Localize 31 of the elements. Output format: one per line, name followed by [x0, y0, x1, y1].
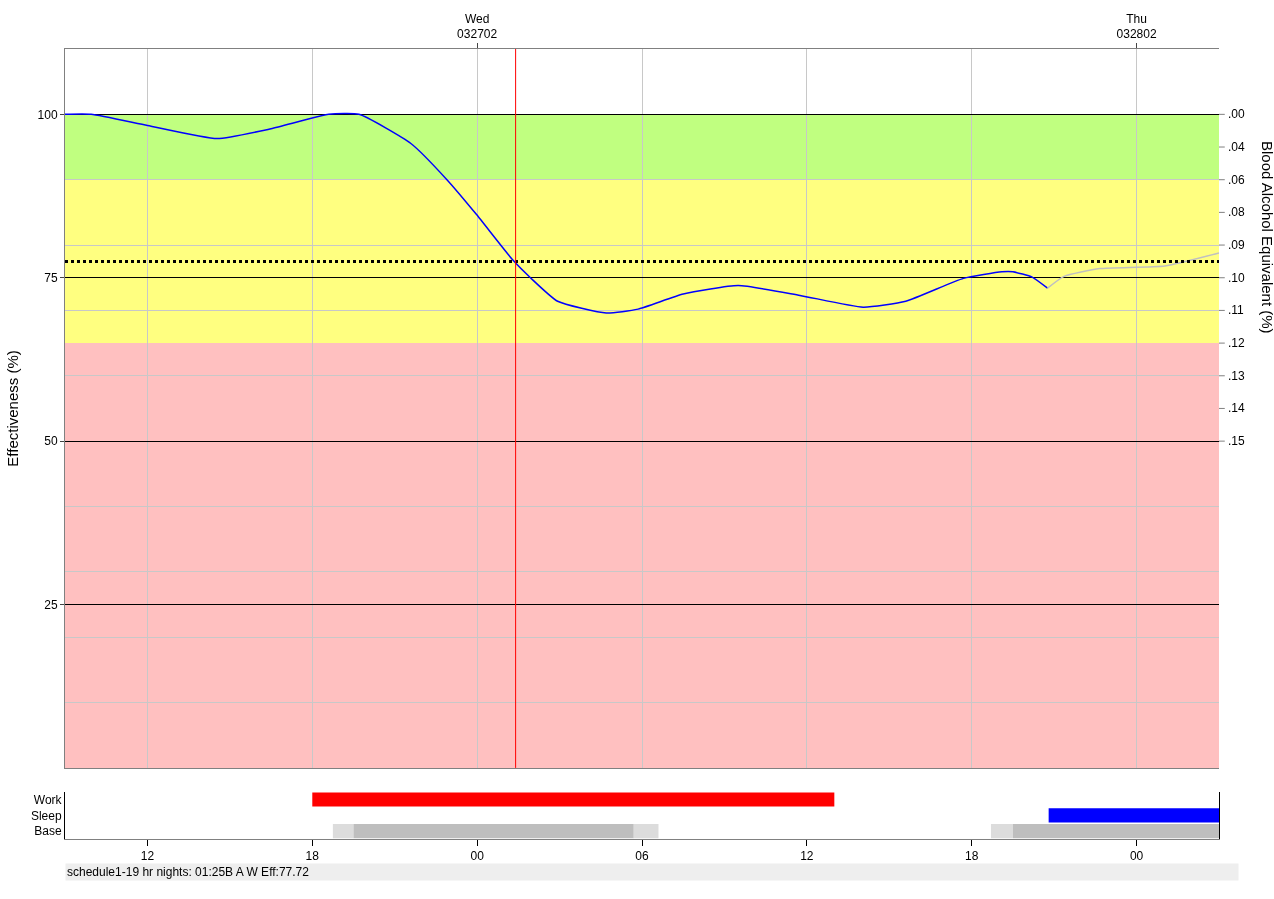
text: .09: [1228, 238, 1246, 252]
text: .11: [1228, 303, 1245, 317]
text: .00: [1228, 107, 1246, 121]
y-axis-title: Effectiveness (%): [3, 350, 21, 467]
text: .13: [1228, 369, 1246, 383]
y-tick-label: 100: [37, 107, 58, 122]
text: .14: [1228, 401, 1246, 415]
line-series: [65, 112, 1049, 314]
x-tick-label: 12: [800, 849, 814, 864]
y-tick-label: Work: [33, 792, 63, 807]
y-tick-label: 50: [44, 434, 58, 449]
text: .04: [1228, 140, 1246, 154]
x2-tick-label: Wed 032702: [457, 11, 498, 42]
y-tick-label: Sleep: [30, 808, 62, 823]
x2-tick-label: Thu 032802: [1116, 11, 1157, 42]
x-tick-label: 18: [965, 849, 979, 864]
x-tick-label: 12: [140, 849, 155, 864]
x-tick-label: 00: [470, 849, 485, 864]
text: .10: [1228, 271, 1246, 285]
text: .12: [1228, 336, 1246, 350]
text: schedule1-19 hr nights: 01:25B A W Eff:77.72: [67, 865, 310, 879]
y-tick-label: 25: [44, 597, 58, 612]
x-tick-label: 06: [635, 849, 649, 864]
y2-axis-title: Blood Alcohol Equivalent (%): [1259, 141, 1274, 334]
y-tick-label: 75: [44, 270, 58, 285]
text: .08: [1228, 205, 1246, 219]
y-tick-label: Base: [34, 824, 62, 839]
x-tick-label: 00: [1129, 849, 1144, 864]
x-tick-label: 18: [305, 849, 320, 864]
text: .15: [1228, 434, 1246, 448]
text: .06: [1228, 173, 1246, 187]
